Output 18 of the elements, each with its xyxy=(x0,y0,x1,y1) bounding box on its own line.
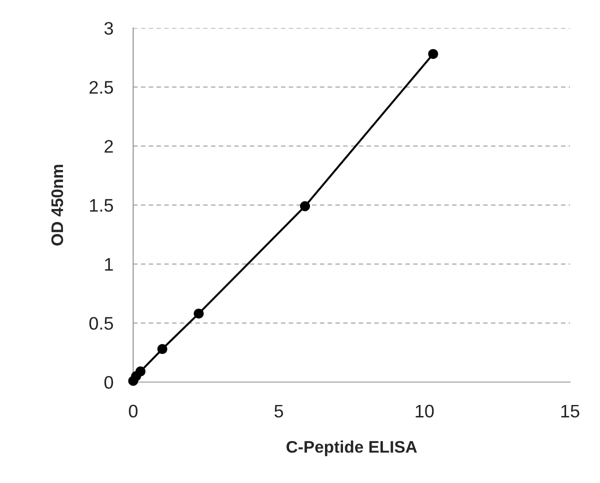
y-tick-label: 0 xyxy=(104,376,114,389)
y-tick-label: 2.5 xyxy=(90,80,113,94)
y-tick-label: 2 xyxy=(104,140,113,153)
point xyxy=(428,48,438,60)
point xyxy=(300,201,310,212)
point xyxy=(194,308,204,319)
y-tick-label: 0.5 xyxy=(89,316,113,330)
y-tick-label: 1 xyxy=(105,258,113,271)
x-tick-label: 5 xyxy=(274,404,284,418)
x-axis-title: C-Peptide ELISA xyxy=(286,440,417,456)
point xyxy=(135,366,146,376)
x-tick-label: 10 xyxy=(416,404,434,418)
y-tick-label: 3 xyxy=(104,22,113,35)
y-tick-label: 1.5 xyxy=(90,199,113,212)
point xyxy=(157,344,168,354)
y-axis-title: OD 450nm xyxy=(51,164,64,246)
x-tick-label: 15 xyxy=(561,404,580,418)
x-tick-label: 0 xyxy=(128,404,138,418)
